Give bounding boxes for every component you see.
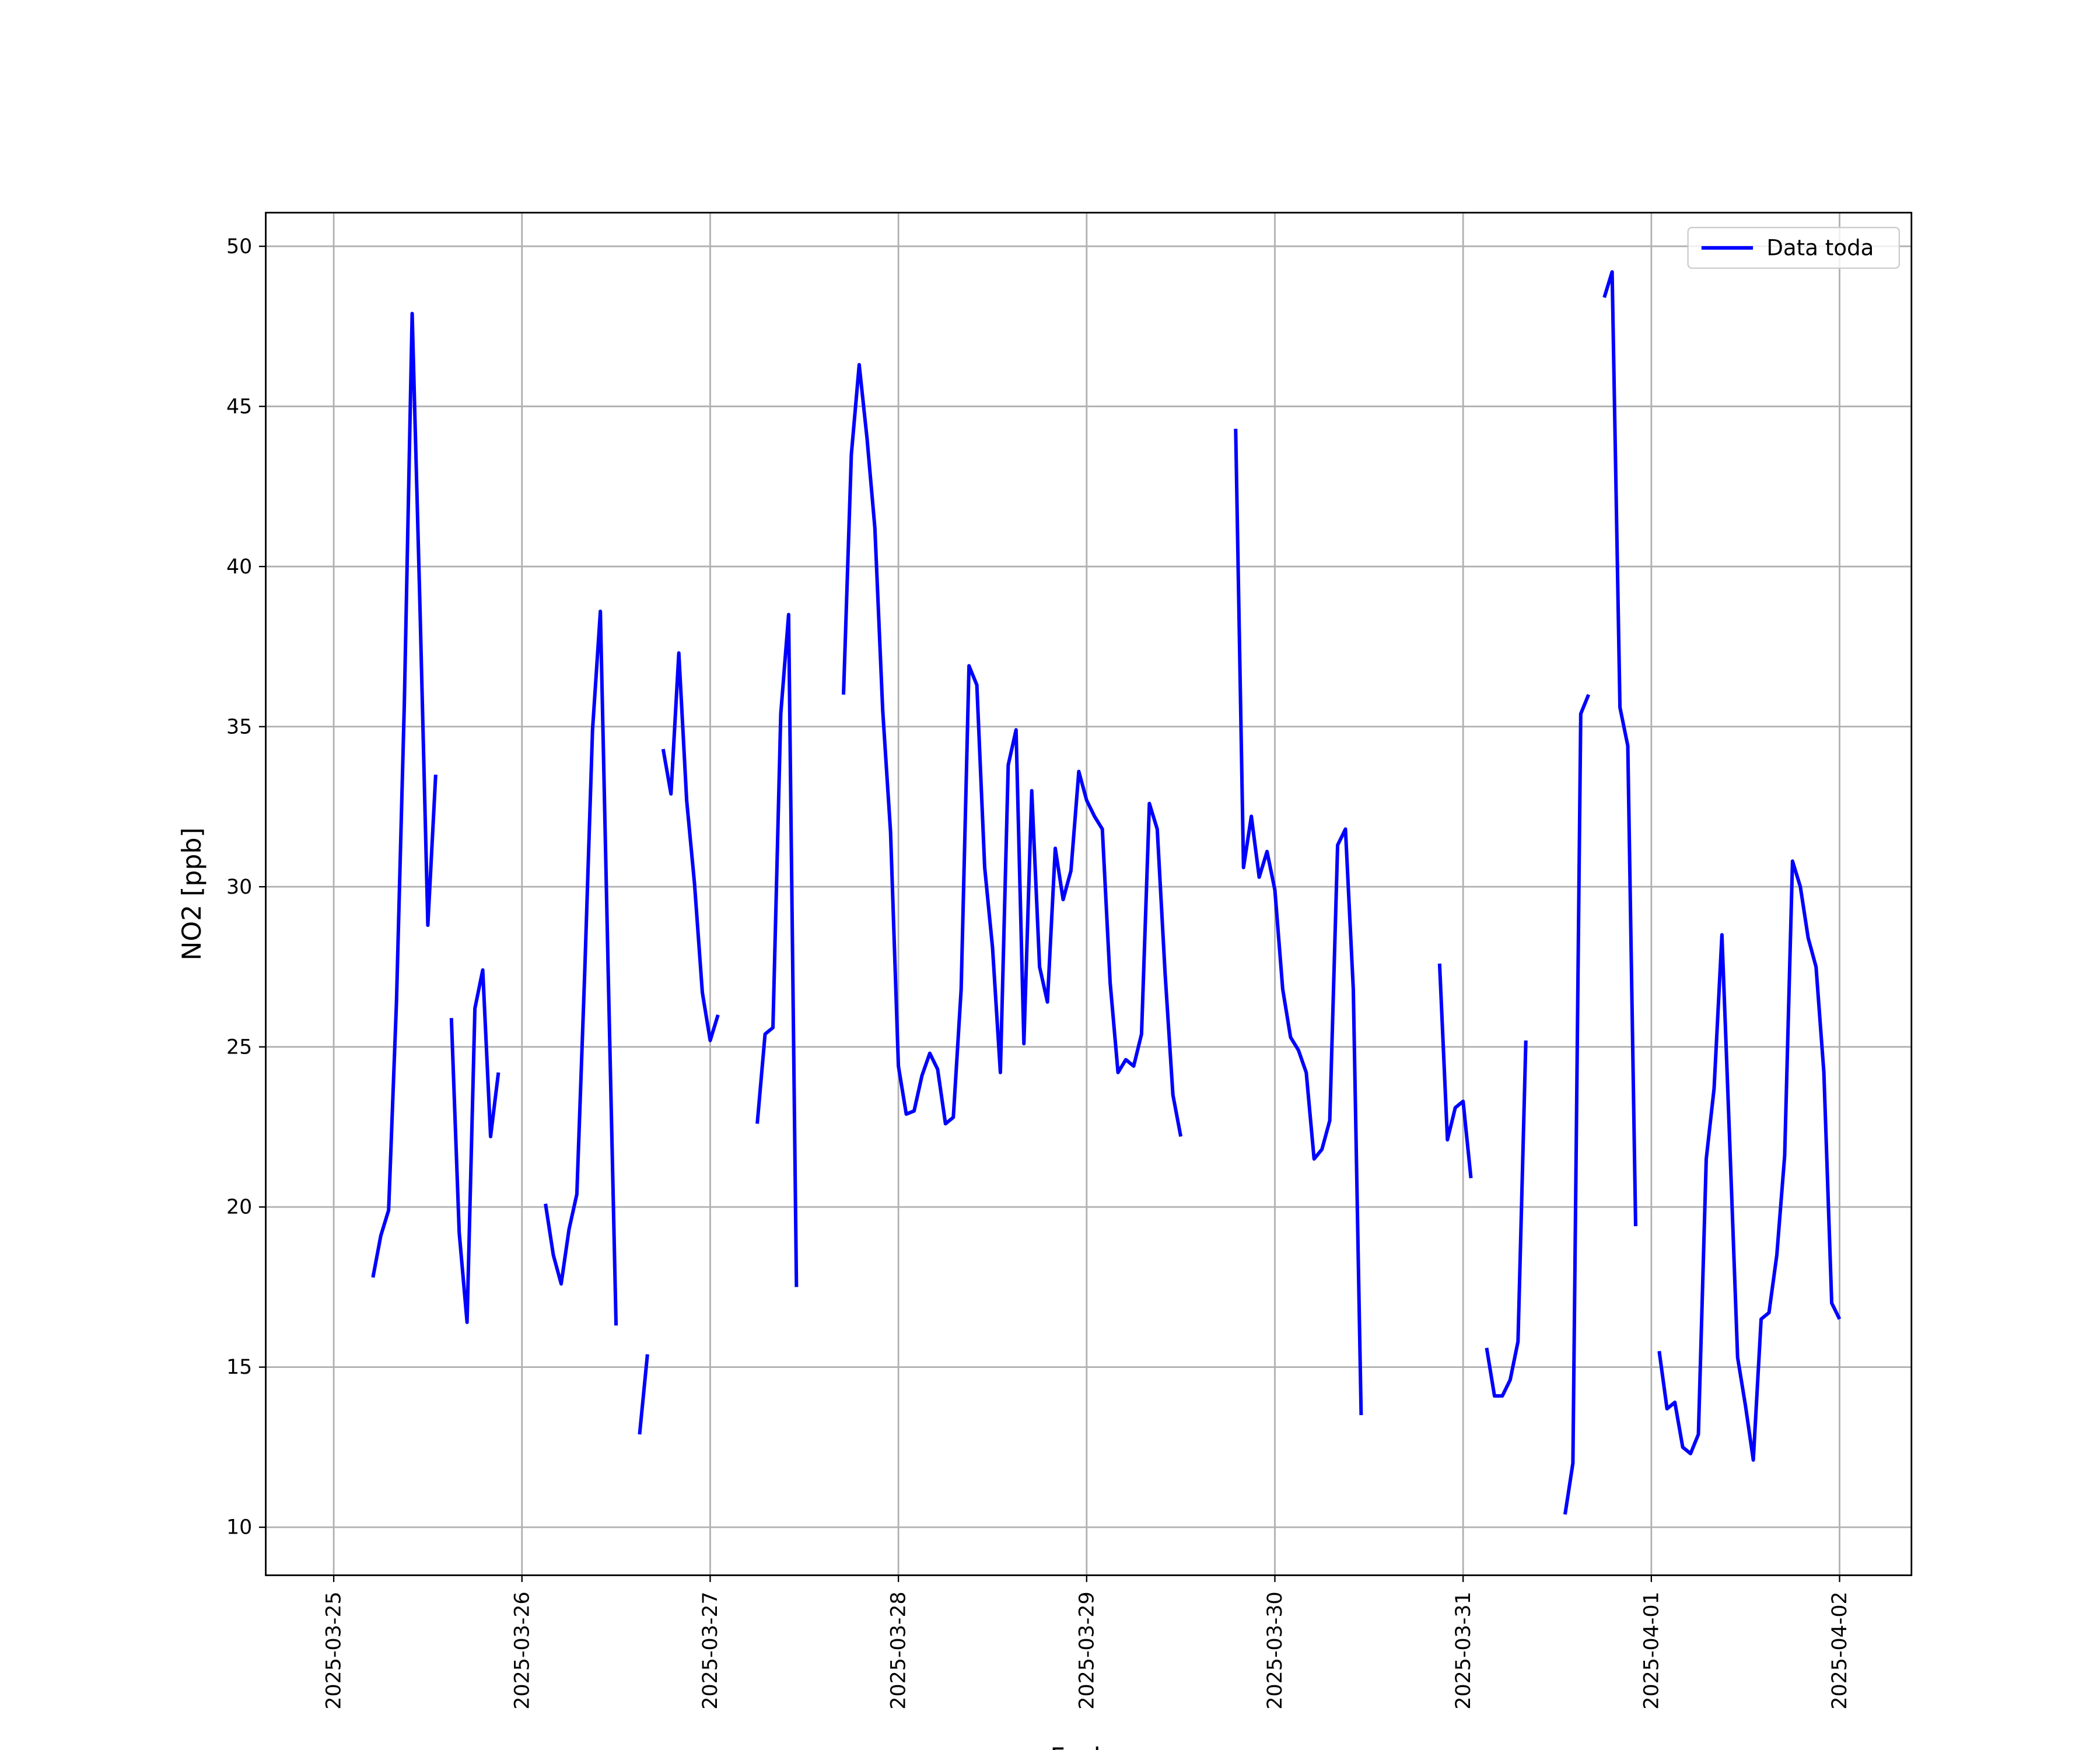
- y-tick-label: 30: [226, 876, 252, 899]
- x-tick-label: 2025-03-27: [699, 1591, 722, 1709]
- x-tick-label: 2025-03-29: [1075, 1591, 1098, 1709]
- y-tick-label: 20: [226, 1196, 252, 1219]
- x-tick-label: 2025-03-26: [510, 1591, 534, 1709]
- x-axis-label: Fecha: [1050, 1743, 1125, 1750]
- x-tick-label: 2025-04-01: [1640, 1591, 1663, 1709]
- data-line: [371, 270, 1842, 1515]
- x-tick-label: 2025-03-30: [1264, 1591, 1287, 1709]
- x-tick-label: 2025-03-28: [887, 1591, 911, 1709]
- y-tick-label: 45: [226, 395, 252, 418]
- y-tick-label: 15: [226, 1356, 252, 1379]
- y-tick-label: 40: [226, 555, 252, 579]
- x-tick-label: 2025-03-31: [1452, 1591, 1475, 1709]
- y-tick-label: 25: [226, 1035, 252, 1059]
- plot-frame: [265, 212, 1913, 1576]
- x-tick-label: 2025-03-25: [323, 1591, 346, 1709]
- y-tick-label: 50: [226, 235, 252, 258]
- legend: Data toda: [1687, 226, 1901, 269]
- x-tick-label: 2025-04-02: [1828, 1591, 1852, 1709]
- y-tick-label: 35: [226, 715, 252, 738]
- y-axis-label: NO2 [ppb]: [177, 827, 207, 960]
- legend-box: [1687, 226, 1901, 269]
- legend-label: Data toda: [1766, 236, 1874, 261]
- y-tick-label: 10: [226, 1516, 252, 1539]
